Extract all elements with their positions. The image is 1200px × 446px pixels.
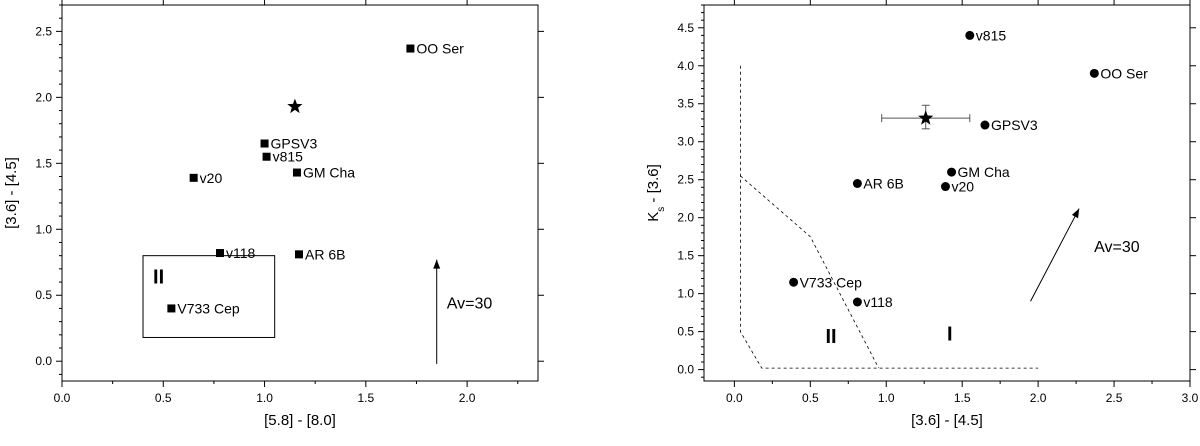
x-tick-label: 1.5 xyxy=(954,391,971,405)
reddening-vector-arrowhead xyxy=(1071,208,1080,219)
data-point-label: GM Cha xyxy=(958,164,1010,180)
y-tick-label: 2.5 xyxy=(35,24,52,38)
right-y-axis-label-sub: s xyxy=(656,207,667,212)
data-point-label: v20 xyxy=(200,170,223,186)
left-y-axis-label: [3.6] - [4.5] xyxy=(3,157,20,229)
x-tick-label: 2.5 xyxy=(1106,391,1123,405)
y-tick-label: 1.5 xyxy=(677,249,694,263)
data-point-v20 xyxy=(189,173,198,182)
right-reddening-label: Av=30 xyxy=(1094,239,1140,256)
data-point-label: v815 xyxy=(273,149,304,165)
data-point-label: GPSV3 xyxy=(271,136,318,152)
x-tick-label: 0.0 xyxy=(726,391,743,405)
data-point-v815 xyxy=(262,152,271,161)
data-point-gpsv3 xyxy=(260,139,269,148)
data-point-label: OO Ser xyxy=(1100,65,1148,81)
y-tick-label: 2.0 xyxy=(35,90,52,104)
l-plot-frame xyxy=(61,4,539,382)
data-point-gm-cha xyxy=(292,168,301,177)
y-tick-label: 0.5 xyxy=(677,325,694,339)
y-tick-label: 1.0 xyxy=(677,287,694,301)
y-tick-label: 0.0 xyxy=(677,363,694,377)
y-tick-label: 3.0 xyxy=(677,135,694,149)
region-ii-box xyxy=(142,255,276,338)
data-point-v118 xyxy=(852,297,862,307)
x-tick-label: 1.0 xyxy=(878,391,895,405)
y-tick-label: 4.5 xyxy=(677,21,694,35)
data-point-v815 xyxy=(965,30,975,40)
target-star-point xyxy=(287,98,303,114)
y-tick-label: 0.5 xyxy=(35,288,52,302)
dashed-boundary xyxy=(739,65,1039,369)
data-point-v20 xyxy=(940,182,950,192)
y-tick-label: 1.5 xyxy=(35,156,52,170)
x-tick-label: 0.5 xyxy=(802,391,819,405)
data-point-label: GM Cha xyxy=(303,165,355,181)
data-point-label: OO Ser xyxy=(416,41,464,57)
data-point-label: AR 6B xyxy=(305,246,345,262)
target-star-point xyxy=(918,110,934,125)
right-y-axis-label-main: K xyxy=(645,212,662,222)
y-tick-label: 3.5 xyxy=(677,97,694,111)
x-tick-label: 2.0 xyxy=(459,391,476,405)
x-tick-label: 0.5 xyxy=(155,391,172,405)
data-point-gm-cha xyxy=(947,167,957,177)
right-marks: v815 OO Ser GPSV3 GM Cha AR 6B v20 V733 Cepv11… xyxy=(739,27,1148,369)
reddening-vector-arrowhead xyxy=(433,259,441,269)
data-point-ar-6b xyxy=(294,250,303,259)
data-point-label: v118 xyxy=(226,245,256,261)
r-plot-frame xyxy=(703,4,1191,382)
x-tick-label: 2.0 xyxy=(1030,391,1047,405)
right-region-label-i: I xyxy=(947,324,953,346)
data-point-oo-ser xyxy=(406,44,415,53)
data-point-ar-6b xyxy=(852,179,862,189)
x-tick-label: 1.5 xyxy=(357,391,374,405)
dashed-boundary xyxy=(740,175,880,369)
y-tick-label: 1.0 xyxy=(35,222,52,236)
left-x-axis-label: [5.8] - [8.0] xyxy=(264,412,336,429)
x-tick-label: 0.0 xyxy=(54,391,71,405)
data-point-label: AR 6B xyxy=(863,176,903,192)
chart-right-color-color-diagram: 0.0 0.5 1.0 1.5 2.0 2.5 3.0 0.0 0.5 1.0 1.5 2.0 2.5 3… xyxy=(645,0,1199,429)
data-point-v733-cep xyxy=(789,277,799,287)
data-point-label: v118 xyxy=(863,294,893,310)
right-y-axis-label: Ks - [3.6] xyxy=(645,164,667,222)
left-region-label: II xyxy=(153,267,164,289)
data-point-label: V733 Cep xyxy=(177,300,239,316)
data-point-oo-ser xyxy=(1089,68,1099,78)
y-tick-label: 0.0 xyxy=(35,354,52,368)
data-point-label: GPSV3 xyxy=(991,117,1038,133)
x-tick-label: 1.0 xyxy=(256,391,273,405)
right-region-label-ii: II xyxy=(826,326,837,348)
y-tick-label: 2.0 xyxy=(677,211,694,225)
x-tick-label: 3.0 xyxy=(1182,391,1199,405)
left-reddening-label: Av=30 xyxy=(447,295,493,312)
right-x-axis-label: [3.6] - [4.5] xyxy=(911,412,983,429)
right-axes: 0.0 0.5 1.0 1.5 2.0 2.5 3.0 0.0 0.5 1.0 1.5 2.0 2.5 3… xyxy=(677,0,1199,405)
data-point-label: v20 xyxy=(951,179,974,195)
data-point-label: V733 Cep xyxy=(800,274,862,290)
data-point-v733-cep xyxy=(167,304,176,313)
reddening-vector-line xyxy=(1030,208,1080,302)
data-point-label: v815 xyxy=(976,27,1007,43)
left-axes: 0.0 0.5 1.0 1.5 2.0 0.0 0.5 1.0 1.5 2.0 2.5 xyxy=(35,0,544,405)
y-tick-label: 2.5 xyxy=(677,173,694,187)
right-y-axis-label-rest: - [3.6] xyxy=(645,164,662,207)
data-point-gpsv3 xyxy=(980,120,990,130)
chart-left-color-color-diagram: 0.0 0.5 1.0 1.5 2.0 0.0 0.5 1.0 1.5 2.0 2.5 OO Ser… xyxy=(3,0,544,429)
y-tick-label: 4.0 xyxy=(677,59,694,73)
data-point-v118 xyxy=(215,249,224,258)
